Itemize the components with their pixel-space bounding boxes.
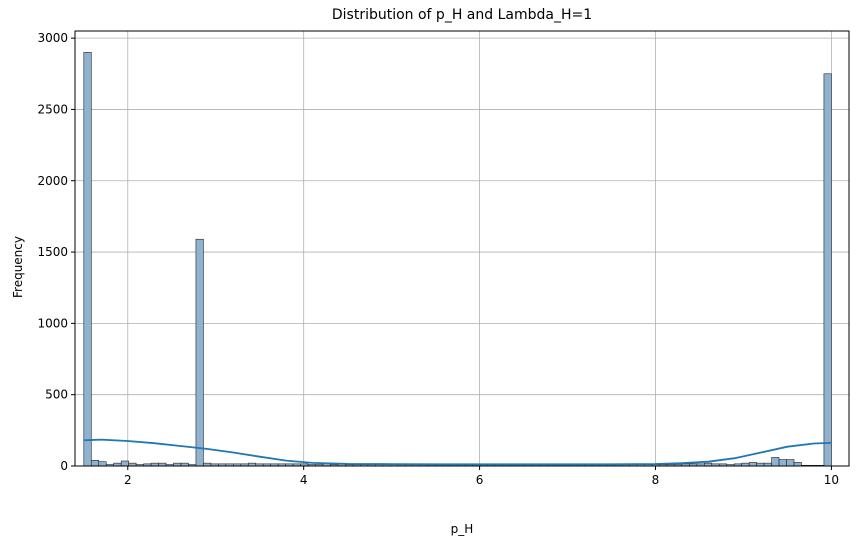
x-tick-label: 4: [300, 473, 308, 487]
histogram-bar: [778, 459, 787, 467]
x-axis-ticks: 2 4 6 8 10: [124, 466, 839, 487]
histogram-bars: [83, 52, 832, 467]
y-tick-label: 1000: [37, 316, 68, 330]
chart-title: Distribution of p_H and Lambda_H=1: [332, 7, 592, 23]
y-axis-ticks: 0 500 1000 1500 2000 2500 3000: [37, 31, 75, 473]
histogram-bar: [98, 461, 107, 467]
histogram-bar: [786, 459, 795, 467]
kde-line: [83, 438, 832, 466]
y-tick-label: 0: [60, 459, 68, 473]
histogram-bar: [90, 459, 100, 467]
y-tick-label: 2500: [37, 102, 68, 116]
histogram-bar: [748, 462, 757, 467]
kde-curve: [83, 438, 832, 466]
y-tick-label: 3000: [37, 31, 68, 45]
y-tick-label: 500: [45, 388, 68, 402]
x-tick-label: 10: [824, 473, 839, 487]
histogram-bar: [120, 460, 129, 467]
x-tick-label: 8: [652, 473, 660, 487]
histogram-bar: [195, 238, 204, 467]
x-tick-label: 6: [476, 473, 484, 487]
histogram-bar: [771, 457, 780, 467]
grid-lines: [75, 31, 849, 467]
plot-frame: [74, 30, 850, 467]
y-tick-label: 1500: [37, 245, 68, 259]
x-axis-label: p_H: [451, 522, 474, 536]
histogram-bar: [793, 462, 802, 467]
x-tick-label: 2: [124, 473, 132, 487]
y-axis-label: Frequency: [11, 236, 25, 298]
histogram-bar: [83, 52, 92, 467]
y-tick-label: 2000: [37, 174, 68, 188]
histogram-bar: [823, 73, 832, 467]
